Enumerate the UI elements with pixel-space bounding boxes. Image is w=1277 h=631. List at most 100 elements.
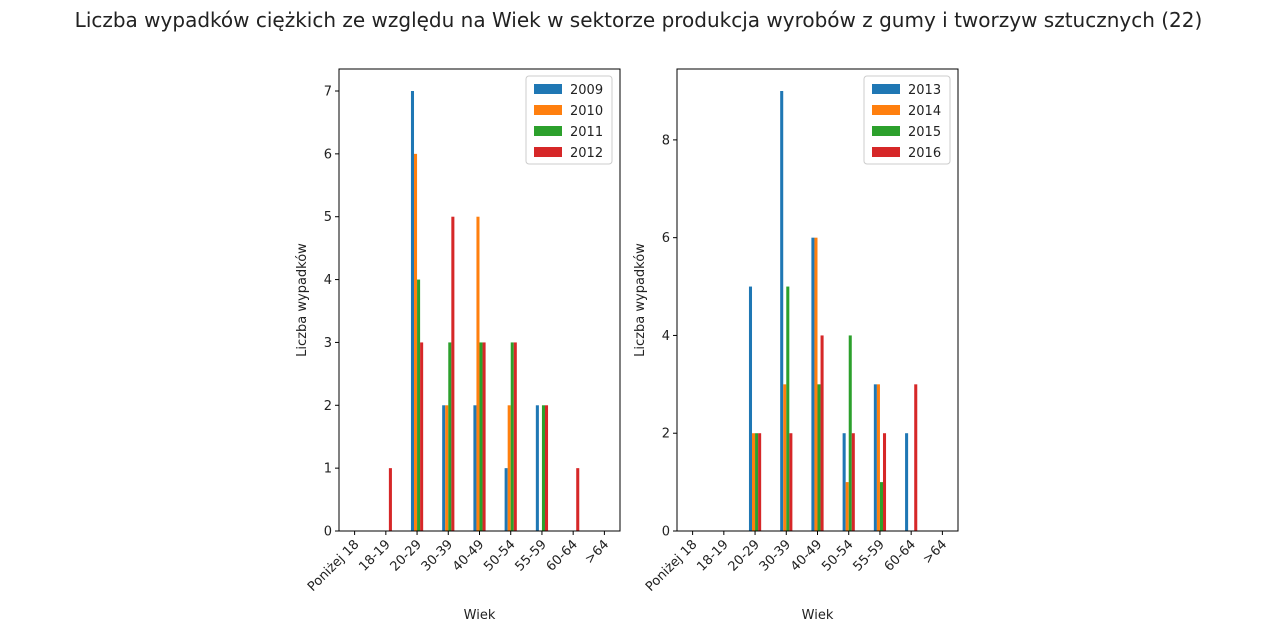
legend-swatch-2011: [534, 126, 562, 136]
bar-2010-20-29: [414, 153, 418, 532]
x-tick-label: 30-39: [757, 537, 794, 574]
bar-2010-30-39: [445, 405, 449, 531]
y-tick-label: 2: [324, 399, 332, 414]
bar-2012-50-54: [513, 342, 517, 531]
bar-2011-20-29: [417, 279, 421, 531]
y-axis-label: Liczba wypadków: [633, 243, 648, 357]
bar-2010-50-54: [507, 405, 511, 531]
bar-2016-30-39: [789, 433, 793, 531]
legend: 2013 2014 2015 2016: [863, 75, 951, 165]
x-tick-label: 40-49: [450, 537, 487, 574]
y-tick-label: 7: [324, 85, 332, 100]
bar-2009-55-59: [535, 405, 539, 531]
x-tick-label: 30-39: [419, 537, 456, 574]
legend: 2009 2010 2011 2012: [525, 75, 613, 165]
bar-2013-30-39: [780, 91, 784, 531]
x-tick-label: 18-19: [694, 537, 731, 574]
bar-2015-40-49: [817, 384, 821, 531]
x-tick-label: 55-59: [850, 537, 887, 574]
x-tick-label: 60-64: [882, 537, 919, 574]
legend-label-2015: 2015: [908, 125, 941, 140]
legend-label-2014: 2014: [908, 104, 941, 119]
legend-swatch-2014: [872, 105, 900, 115]
legend-swatch-2016: [872, 147, 900, 157]
bar-2012-20-29: [420, 342, 424, 531]
x-tick-label: 55-59: [512, 537, 549, 574]
x-tick-label: 60-64: [544, 537, 581, 574]
bar-2013-55-59: [873, 384, 877, 531]
legend-label-2013: 2013: [908, 83, 941, 98]
legend-swatch-2015: [872, 126, 900, 136]
bar-2010-40-49: [476, 216, 480, 531]
bar-2014-20-29: [752, 433, 756, 531]
bar-2016-20-29: [758, 433, 762, 531]
bar-2013-40-49: [811, 237, 815, 532]
x-axis-label: Wiek: [464, 608, 496, 623]
y-tick-label: 5: [324, 210, 332, 225]
bar-2012-55-59: [544, 405, 549, 531]
x-axis-label: Wiek: [802, 608, 834, 623]
legend-swatch-2013: [872, 84, 900, 94]
legend-label-2012: 2012: [570, 146, 603, 161]
x-tick-label: 20-29: [388, 537, 425, 574]
y-tick-label: 0: [662, 525, 670, 540]
bar-2012-40-49: [482, 342, 486, 531]
legend-label-2010: 2010: [570, 104, 603, 119]
x-tick-label: Poniżej 18: [643, 537, 700, 594]
bar-2016-55-59: [882, 433, 887, 531]
bar-2014-55-59: [876, 384, 880, 531]
bar-2014-30-39: [783, 384, 787, 531]
bar-2012-30-39: [451, 216, 455, 531]
x-tick-label: >64: [582, 537, 612, 567]
bar-2016-40-49: [820, 335, 824, 531]
legend-swatch-2012: [534, 147, 562, 157]
bar-2015-20-29: [755, 433, 759, 531]
bar-2013-60-64: [905, 433, 909, 531]
bar-2011-55-59: [541, 405, 545, 531]
bar-2011-50-54: [510, 342, 514, 531]
bar-2015-50-54: [848, 335, 852, 531]
bar-2009-40-49: [473, 405, 477, 531]
x-tick-label: 50-54: [819, 537, 856, 574]
y-tick-label: 4: [324, 273, 332, 288]
legend-label-2016: 2016: [908, 146, 941, 161]
legend-box: [525, 75, 613, 165]
bar-2012-18-19: [388, 468, 392, 531]
figure-title: Liczba wypadków ciężkich ze względu na W…: [74, 8, 1203, 32]
x-tick-label: 40-49: [788, 537, 825, 574]
y-axis-label: Liczba wypadków: [295, 243, 310, 357]
y-tick-label: 2: [662, 427, 670, 442]
bar-2013-50-54: [842, 433, 846, 531]
bar-2016-50-54: [851, 433, 855, 531]
x-tick-label: 50-54: [481, 537, 518, 574]
y-tick-label: 4: [662, 329, 670, 344]
bar-2009-50-54: [504, 468, 508, 531]
bar-2014-50-54: [845, 482, 849, 531]
chart-panel-2: 0 2 4 6 8 Poniżej 1818-1920-2930-3940-4950-54…: [633, 68, 959, 623]
y-tick-label: 8: [662, 133, 670, 148]
bar-2011-40-49: [479, 342, 483, 531]
y-tick-label: 1: [324, 462, 332, 477]
x-tick-label: 18-19: [356, 537, 393, 574]
bar-2015-30-39: [786, 286, 790, 531]
bar-2011-30-39: [448, 342, 452, 531]
y-tick-label: 6: [662, 231, 670, 246]
bar-2015-55-59: [879, 482, 883, 531]
x-tick-label: Poniżej 18: [305, 537, 362, 594]
legend-swatch-2009: [534, 84, 562, 94]
legend-swatch-2010: [534, 105, 562, 115]
legend-box: [863, 75, 951, 165]
chart-panel-1: 0 1 2 3 4 5 6 7 Poniżej 1818-1920-2930-3940-4950…: [295, 68, 621, 623]
y-tick-label: 3: [324, 336, 332, 351]
bar-2012-60-64: [576, 468, 580, 531]
x-tick-label: >64: [920, 537, 950, 567]
y-tick-label: 6: [324, 147, 332, 162]
x-tick-label: 20-29: [726, 537, 763, 574]
legend-label-2011: 2011: [570, 125, 603, 140]
legend-label-2009: 2009: [570, 83, 603, 98]
bar-2016-60-64: [914, 384, 918, 531]
bar-2009-20-29: [410, 91, 415, 531]
bar-2014-40-49: [814, 237, 818, 532]
